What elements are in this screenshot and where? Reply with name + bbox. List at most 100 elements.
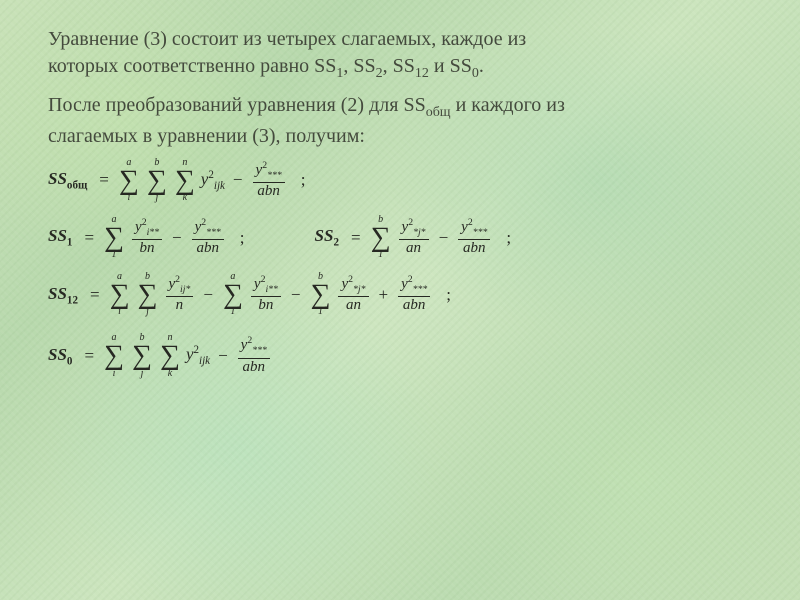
p1-c: , SS (343, 55, 375, 77)
ss0-sub: 0 (67, 355, 73, 367)
frac-yallstar-abn-3: y2*** abn (398, 275, 430, 314)
y2-ijk: y2ijk (201, 169, 225, 192)
den-abn: abn (400, 298, 429, 314)
sigma-1a: a∑1 (104, 215, 124, 260)
sub-total: общ (426, 105, 451, 120)
frac-ystarj-an: y2*j* an (399, 218, 429, 257)
sub-starj: *j* (353, 284, 365, 295)
sigma-1a2: a∑1 (223, 272, 243, 317)
sub-allstar: *** (267, 170, 282, 181)
sub-12: 12 (415, 66, 429, 81)
y: y (135, 219, 142, 235)
y: y (461, 219, 468, 235)
sigma-i: a∑i (119, 158, 139, 203)
ss2-text: SS (315, 226, 334, 245)
sigma-i3: a∑i (104, 333, 124, 378)
p2-a: После преобразований уравнения (2) для S… (48, 94, 426, 116)
sub-2: 2 (376, 66, 383, 81)
plus-icon: + (379, 285, 389, 305)
sigma-icon: ∑ (175, 168, 195, 193)
label-ss12: SS12 (48, 284, 78, 306)
ss1-text: SS (48, 226, 67, 245)
eq-ss12: SS12 = a∑i b∑j y2ij* n − a∑1 y2i** bn − … (48, 272, 752, 317)
num: y2*** (398, 275, 430, 295)
num: y2i** (251, 275, 281, 295)
ss1-sub: 1 (67, 237, 73, 249)
minus-icon: − (218, 346, 228, 366)
den-an: an (343, 298, 364, 314)
paragraph-2: После преобразований уравнения (2) для S… (48, 92, 752, 150)
equals-icon: = (351, 228, 361, 248)
frac-yistar-bn-2: y2i** bn (251, 275, 281, 314)
p1-line2a: которых соответственно равно SS (48, 55, 336, 77)
idx-1: 1 (378, 250, 383, 260)
y2-ijk-2: y2ijk (186, 344, 210, 367)
ss2-sub: 2 (333, 237, 339, 249)
den-bn: bn (137, 241, 158, 257)
idx-i: i (127, 193, 130, 203)
frac-y2star-abn: y2*** abn (253, 161, 285, 200)
equations: SSобщ = a∑i b∑j n∑k y2ijk − y2*** abn ; … (48, 158, 752, 379)
idx-k: k (168, 369, 172, 379)
ss-total-sub: общ (67, 180, 87, 192)
num: y2*** (458, 218, 490, 238)
idx-i: i (118, 307, 121, 317)
ss-total-text: SS (48, 169, 67, 188)
label-ss2: SS2 (315, 226, 339, 248)
label-ss1: SS1 (48, 226, 72, 248)
eq-ss0: SS0 = a∑i b∑j n∑k y2ijk − y2*** abn (48, 333, 752, 378)
idx-j: j (155, 193, 158, 203)
sub-ijstar: ij* (180, 284, 190, 295)
den-abn: abn (193, 241, 222, 257)
eq-row-ss1-ss2: SS1 = a∑1 y2i** bn − y2*** abn ; SS2 = (48, 215, 752, 260)
den-an: an (403, 241, 424, 257)
sigma-1b2: b∑1 (311, 272, 331, 317)
sub-allstar: *** (252, 345, 267, 356)
sigma-1b: b∑1 (371, 215, 391, 260)
eq-ss1: SS1 = a∑1 y2i** bn − y2*** abn ; (48, 215, 245, 260)
minus-icon: − (439, 228, 449, 248)
p1-e: и SS (429, 55, 472, 77)
idx-j: j (146, 307, 149, 317)
label-ss-total: SSобщ (48, 169, 87, 191)
sigma-k3: n∑k (160, 333, 180, 378)
sigma-j3: b∑j (132, 333, 152, 378)
idx-1: 1 (112, 250, 117, 260)
sub-ijk: ijk (199, 355, 210, 367)
label-ss0: SS0 (48, 345, 72, 367)
semicolon: ; (301, 170, 306, 190)
sigma-i2: a∑i (110, 272, 130, 317)
p2-c: слагаемых в уравнении (3), получим: (48, 125, 365, 147)
frac-ystarj-an-2: y2*j* an (338, 275, 368, 314)
num: y2*** (238, 336, 270, 356)
equals-icon: = (84, 228, 94, 248)
sub-ijk: ijk (214, 180, 225, 192)
eq-ss-total: SSобщ = a∑i b∑j n∑k y2ijk − y2*** abn ; (48, 158, 752, 203)
frac-yijstar-n: y2ij* n (166, 275, 194, 314)
minus-icon: − (291, 285, 301, 305)
p1-line1: Уравнение (3) состоит из четырех слагаем… (48, 28, 526, 50)
frac-yallstar-abn-2: y2*** abn (458, 218, 490, 257)
den-bn: bn (255, 298, 276, 314)
minus-icon: − (233, 170, 243, 190)
num: y2i** (132, 218, 162, 238)
sigma-icon: ∑ (119, 168, 139, 193)
eq-ss2: SS2 = b∑1 y2*j* an − y2*** abn ; (315, 215, 512, 260)
y: y (401, 276, 408, 292)
sigma-icon: ∑ (160, 343, 180, 368)
frac-yallstar-abn-4: y2*** abn (238, 336, 270, 375)
num: y2*j* (338, 275, 368, 295)
den-abn: abn (254, 184, 283, 200)
den-abn: abn (240, 360, 269, 376)
p2-b: и каждого из (451, 94, 565, 116)
num: y2*j* (399, 218, 429, 238)
sigma-k: n∑k (175, 158, 195, 203)
sigma-icon: ∑ (110, 282, 130, 307)
sigma-icon: ∑ (104, 343, 124, 368)
idx-1: 1 (230, 307, 235, 317)
minus-icon: − (172, 228, 182, 248)
num: y2ij* (166, 275, 194, 295)
frac-yistar-bn: y2i** bn (132, 218, 162, 257)
num: y2*** (253, 161, 285, 181)
ss0-text: SS (48, 345, 67, 364)
